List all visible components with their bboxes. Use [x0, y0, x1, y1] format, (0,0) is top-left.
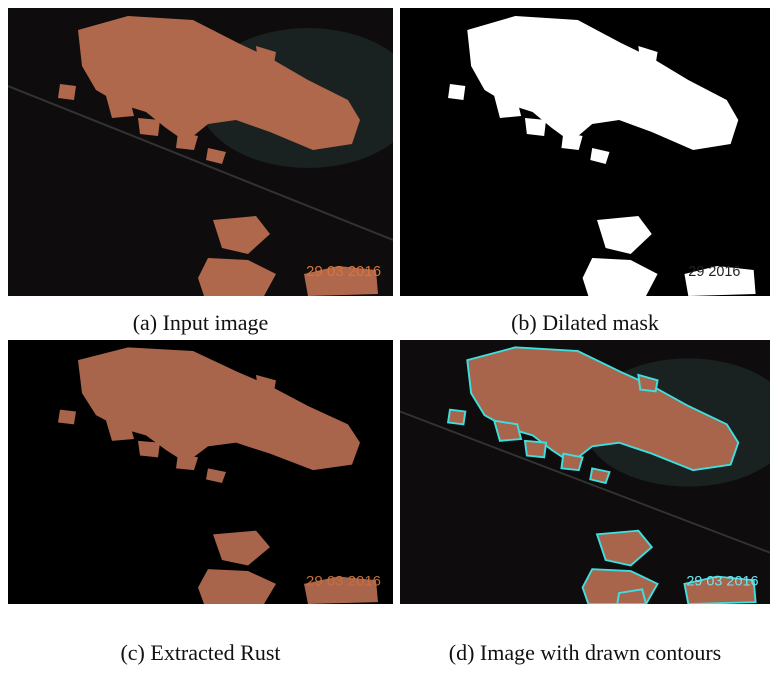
rust-image: 29 03 2016: [8, 340, 393, 604]
date-stamp: 29 03 2016: [306, 263, 381, 280]
caption: (b) Dilated mask: [400, 310, 770, 336]
date-stamp: 29 03 2016: [686, 573, 758, 589]
mask-image: 29 2016: [400, 8, 770, 296]
date-stamp: 29 2016: [688, 264, 740, 280]
caption: (d) Image with drawn contours: [400, 640, 770, 666]
figure: 29 03 2016 (a) Input image 29 2016 (b) D…: [0, 0, 777, 677]
contour-image: 29 03 2016: [400, 340, 770, 604]
date-stamp: 29 03 2016: [306, 574, 381, 589]
caption: (a) Input image: [8, 310, 393, 336]
caption: (c) Extracted Rust: [8, 640, 393, 666]
input-image: 29 03 2016: [8, 8, 393, 296]
